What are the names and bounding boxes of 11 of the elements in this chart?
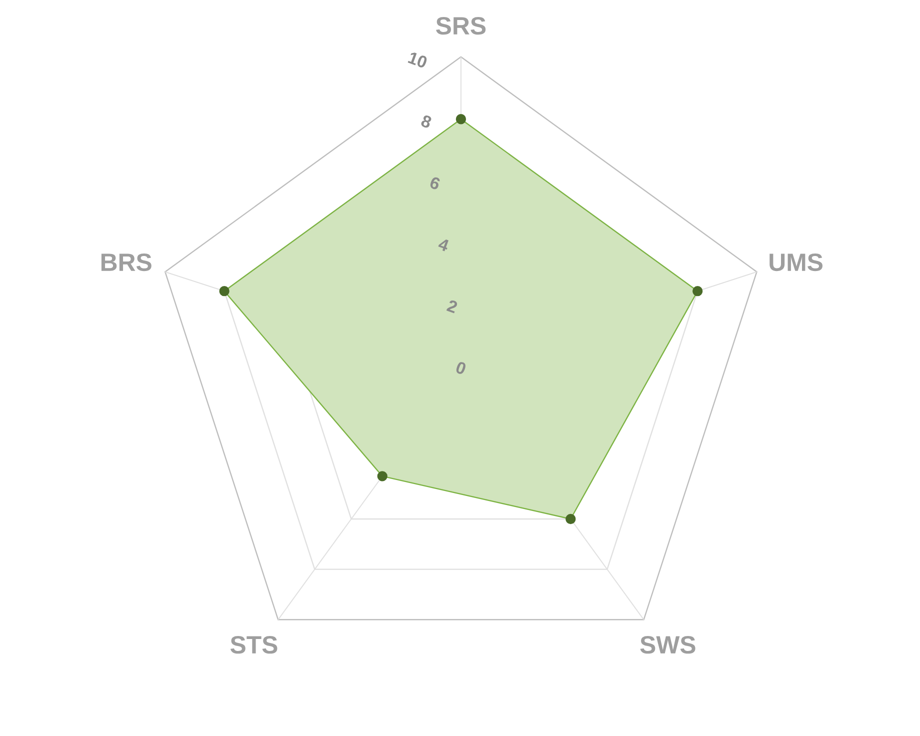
spoke-label: STS xyxy=(230,636,278,654)
spoke-label: BRS xyxy=(101,253,152,272)
y-tick-label: 0 xyxy=(456,362,466,374)
spoke-label: SRS xyxy=(436,16,486,35)
y-tick-label: 10 xyxy=(408,52,427,68)
y-tick-label: 4 xyxy=(438,239,448,252)
y-tick-label: 6 xyxy=(430,177,440,190)
spoke-label: SWS xyxy=(640,636,696,654)
y-tick-label: 8 xyxy=(421,116,432,128)
spoke-label: UMS xyxy=(770,253,822,272)
y-tick-label: 2 xyxy=(446,300,458,314)
